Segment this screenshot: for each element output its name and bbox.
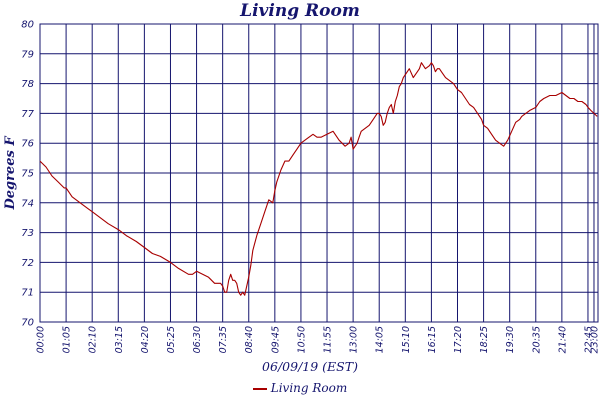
x-tick-label: 03:15 [114,326,125,353]
x-tick-label: 02:10 [88,326,99,353]
x-axis-label: 06/09/19 (EST) [262,359,358,374]
x-tick-label: 01:05 [62,326,73,353]
x-tick-label: 04:20 [140,326,151,353]
y-tick-label: 78 [21,79,34,90]
y-tick-label: 76 [21,139,34,150]
x-tick-labels: 00:00 01:05 02:10 03:15 04:20 05:25 06:30 07:35… [36,326,600,353]
x-tick-label: 17:20 [453,326,464,353]
series-layer [39,62,598,296]
y-tick-label: 75 [21,169,34,180]
x-tick-label: 19:30 [505,326,516,353]
x-tick-label: 10:50 [296,326,307,353]
x-tick-label: 06:30 [192,326,203,353]
x-tick-label: 16:15 [427,326,438,353]
x-tick-label: 18:25 [479,326,490,353]
y-tick-label: 77 [21,109,34,120]
y-tick-label: 79 [21,49,34,60]
x-tick-label: 14:05 [375,326,386,353]
y-tick-labels: 70 71 72 73 74 75 76 77 78 79 80 [21,20,34,329]
x-tick-label: 07:35 [218,326,229,353]
legend: Living Room [0,380,600,396]
x-tick-label: 13:00 [349,326,360,353]
x-tick-label: 15:10 [401,326,412,353]
x-tick-label: 22:45 [583,326,594,353]
grid [39,23,599,323]
x-tick-label: 11:55 [323,326,334,353]
series-line-living-room [39,62,598,296]
y-tick-label: 74 [21,198,34,209]
x-tick-label: 09:45 [270,326,281,353]
y-tick-label: 72 [21,258,34,269]
x-tick-label: 05:25 [166,326,177,353]
x-tick-label: 00:00 [36,326,47,353]
x-tick-label: 21:40 [557,326,568,353]
y-tick-label: 71 [21,288,34,299]
x-tick-label: 20:35 [531,326,542,353]
y-axis-label: Degrees F [3,136,18,211]
chart-title: Living Room [240,1,360,21]
legend-swatch [252,387,267,390]
y-tick-label: 73 [21,228,34,239]
x-tick-label: 23:00 [589,326,600,353]
y-tick-label: 80 [21,20,34,31]
legend-label: Living Room [270,381,348,395]
y-tick-label: 70 [21,318,34,329]
x-tick-label: 08:40 [244,326,255,353]
